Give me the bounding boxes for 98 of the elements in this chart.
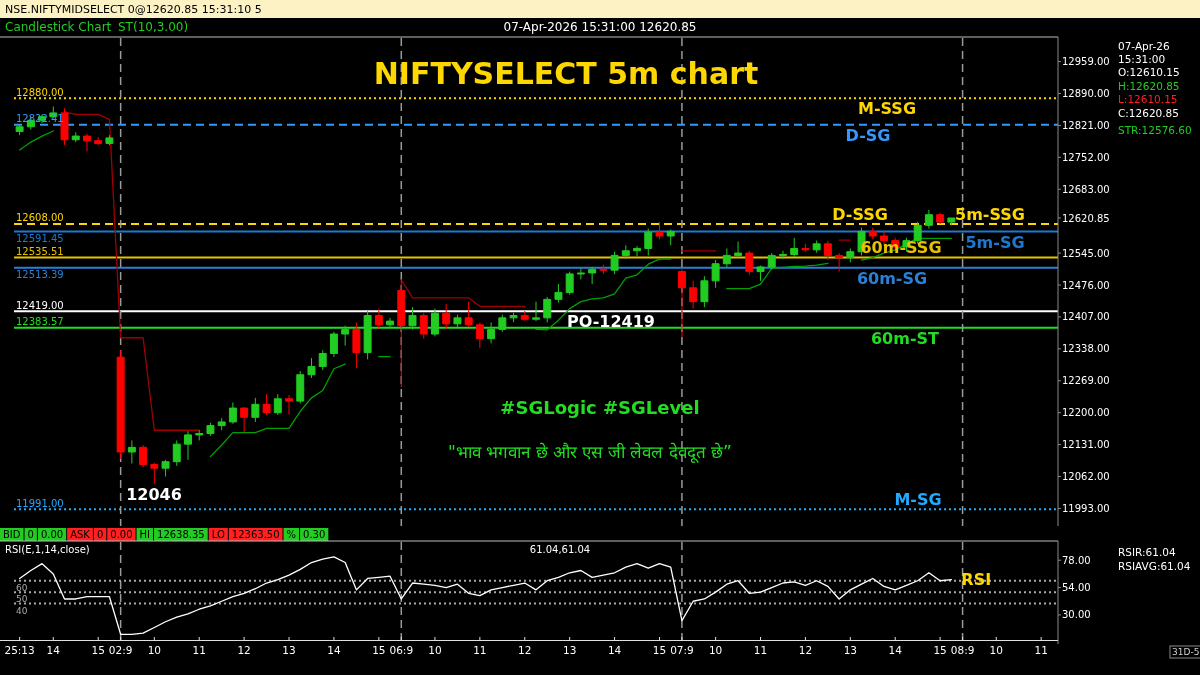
y-tick-label: 12131.00: [1062, 439, 1110, 451]
text: C:12620.85: [1118, 107, 1179, 119]
text: BID: [3, 529, 21, 540]
y-tick-label: 12890.00: [1062, 88, 1110, 100]
text: 0: [27, 529, 34, 540]
x-tick-label: 02:9: [108, 644, 133, 656]
x-tick-label: 07:9: [670, 644, 694, 656]
y-tick-label: 12545.00: [1062, 247, 1110, 259]
y-tick-label: 12752.00: [1062, 151, 1110, 163]
ref-line-label: 60: [16, 582, 28, 593]
series-label: RSI: [961, 570, 992, 590]
x-tick-label: 10: [428, 644, 442, 656]
text: LO: [211, 529, 225, 540]
ref-line-label: 12513.39: [16, 268, 64, 280]
x-tick-label: 15: [372, 644, 386, 656]
x-tick-label: 10: [708, 644, 723, 656]
text: H:12620.85: [1118, 80, 1180, 92]
y-tick-label: 12269.00: [1062, 375, 1110, 387]
text: NSE.NIFTYMIDSELECT 0@12620.85 15:31:10 5: [5, 3, 262, 16]
y-tick-label: 12683.00: [1062, 183, 1110, 195]
annotation: RSI(E,1,14,close): [5, 544, 90, 555]
ref-line-label: 40: [16, 605, 28, 616]
annotation: 5m-SG: [965, 232, 1025, 252]
text: 07-Apr-26: [1118, 40, 1170, 52]
annotation: M-SG: [894, 490, 942, 510]
x-tick-label: 12: [798, 644, 813, 656]
x-tick-label: 14: [607, 644, 622, 656]
ref-line-label: 12419.00: [16, 299, 64, 311]
y-tick-label: 78.00: [1062, 554, 1091, 566]
annotation: PO-12419: [567, 312, 655, 332]
ref-line-label: 12383.57: [16, 316, 64, 328]
annotation: D-SG: [845, 125, 891, 145]
annotation: M-SSG: [857, 99, 917, 119]
ref-line-label: 12591.45: [16, 232, 64, 244]
text: 0.30: [303, 529, 326, 540]
y-tick-label: 12407.00: [1062, 311, 1110, 323]
ref-line-label: 12608.00: [16, 212, 64, 224]
y-tick-label: 12821.00: [1062, 119, 1110, 131]
annotation: 5m-SSG: [955, 204, 1025, 224]
x-tick-label: 12: [518, 644, 532, 656]
text: 15:31:00: [1118, 53, 1166, 65]
text: 12638.35: [157, 529, 205, 540]
x-tick-label: 08:9: [950, 644, 975, 656]
annotation: 60m-ST: [870, 328, 940, 348]
text: Candlestick Chart: [5, 20, 112, 34]
y-tick-label: 12338.00: [1062, 343, 1110, 355]
text: 07-Apr-2026 15:31:00 12620.85: [503, 20, 697, 34]
x-tick-label: 10: [989, 644, 1003, 656]
y-tick-label: 12200.00: [1062, 407, 1110, 419]
x-tick-label: 13: [562, 644, 577, 656]
y-tick-label: 12959.00: [1062, 56, 1110, 68]
x-tick-label: 14: [888, 644, 903, 656]
x-tick-label: 06:9: [389, 644, 414, 656]
x-tick-label: 13: [282, 644, 296, 656]
x-tick-label: 10: [147, 644, 162, 656]
annotation: "भाव भगवान छे और एस जी लेवल देवदूत छे”: [448, 442, 732, 463]
x-tick-label: 25:13: [4, 644, 35, 656]
annotation: #SGLogic #SGLevel: [500, 397, 700, 418]
x-tick-label: 13: [843, 644, 858, 656]
text: O:12610.15: [1118, 66, 1180, 78]
ref-line-label: 50: [16, 594, 28, 605]
y-tick-label: 11993.00: [1062, 502, 1110, 514]
ref-line-label: 12880.00: [16, 86, 64, 98]
annotation: D-SSG: [832, 204, 888, 224]
text: 0: [96, 529, 104, 540]
x-tick-label: 12: [237, 644, 251, 656]
annotation: 60m-SG: [856, 268, 928, 288]
text: ASK: [70, 529, 91, 540]
text: 0.00: [110, 529, 133, 540]
text: NIFTYSELECT 5m chart: [373, 56, 759, 91]
x-tick-label: 11: [1034, 644, 1048, 656]
text: %: [286, 529, 297, 540]
ref-line-label: 11991.00: [16, 497, 64, 509]
text: ST(10,3.00): [118, 20, 189, 34]
ref-line-label: 12535.51: [16, 245, 64, 257]
annotation: 12046: [126, 484, 182, 504]
text: 12363.50: [231, 529, 280, 540]
y-tick-label: 30.00: [1062, 609, 1091, 621]
x-tick-label: 15: [652, 644, 667, 656]
text: 0.00: [40, 529, 64, 540]
x-tick-label: 11: [192, 644, 206, 656]
text: 31D-5: [1172, 647, 1200, 657]
y-tick-label: 54.00: [1062, 582, 1091, 594]
text: RSIAVG:61.04: [1118, 560, 1191, 572]
y-tick-label: 12062.00: [1062, 471, 1110, 483]
text: STR:12576.60: [1118, 124, 1192, 136]
text: L:12610.15: [1118, 93, 1178, 105]
x-tick-label: 11: [753, 644, 768, 656]
x-tick-label: 15: [91, 644, 105, 656]
y-tick-label: 12620.85: [1062, 212, 1110, 224]
x-tick-label: 14: [46, 644, 61, 656]
x-tick-label: 14: [327, 644, 341, 656]
text: HI: [139, 529, 151, 540]
text: RSIR:61.04: [1118, 546, 1176, 558]
y-tick-label: 12476.00: [1062, 279, 1110, 291]
x-tick-label: 11: [473, 644, 487, 656]
x-tick-label: 15: [933, 644, 947, 656]
annotation: 61.04,61.04: [529, 544, 591, 555]
